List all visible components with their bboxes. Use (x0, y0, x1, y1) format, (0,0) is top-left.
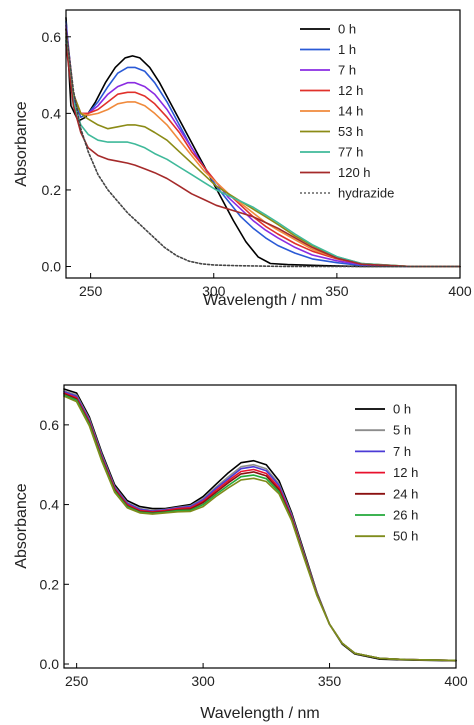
top-x-tick-label: 400 (448, 283, 472, 299)
bottom-legend-label-2: 7 h (393, 444, 411, 459)
top-legend-label-1: 1 h (338, 42, 356, 57)
top-series-8 (65, 28, 461, 268)
top-x-tick-label: 300 (202, 283, 226, 299)
top-legend-label-3: 12 h (338, 83, 363, 98)
top-legend-label-0: 0 h (338, 22, 356, 37)
bottom-ticks: 250 300 350 400 0.0 0.2 0.4 0.6 (40, 417, 468, 689)
top-x-tick-label: 350 (325, 283, 349, 299)
bottom-series-6 (63, 395, 457, 662)
top-legend-label-2: 7 h (338, 63, 356, 78)
bottom-x-tick-label: 300 (191, 673, 215, 689)
bottom-legend-label-0: 0 h (393, 402, 411, 417)
top-legend-label-4: 14 h (338, 104, 363, 119)
top-legend: 0 h 1 h 7 h 12 h 14 h 53 h 77 h 120 h hydrazide (300, 22, 394, 201)
bottom-legend-label-1: 5 h (393, 423, 411, 438)
top-series-5 (65, 36, 461, 268)
bottom-legend-label-4: 24 h (393, 486, 418, 501)
top-y-tick-label: 0.4 (42, 105, 62, 121)
bottom-y-tick-label: 0.0 (40, 656, 60, 672)
top-series-7 (65, 43, 461, 268)
top-legend-label-8: hydrazide (338, 186, 394, 201)
top-y-axis-title: Absorbance (13, 101, 30, 186)
top-series-0 (65, 16, 461, 268)
bottom-y-tick-label: 0.4 (40, 497, 60, 513)
bottom-chart: 250 300 350 400 0.0 0.2 0.4 0.6 Absorbance Wave… (13, 384, 468, 722)
top-series-4 (65, 32, 461, 268)
bottom-legend-label-3: 12 h (393, 465, 418, 480)
bottom-y-tick-label: 0.2 (40, 576, 60, 592)
bottom-y-axis-title: Absorbance (13, 483, 30, 568)
top-legend-label-5: 53 h (338, 124, 363, 139)
top-series-3 (65, 28, 461, 268)
top-series-layer (65, 16, 461, 268)
top-plot-frame (65, 9, 461, 279)
bottom-legend: 0 h 5 h 7 h 12 h 24 h 26 h 50 h (355, 402, 418, 544)
top-series-6 (65, 39, 461, 268)
top-y-tick-label: 0.6 (42, 29, 62, 45)
bottom-legend-label-6: 50 h (393, 529, 418, 544)
bottom-plot-frame (63, 384, 457, 669)
top-legend-label-6: 77 h (338, 145, 363, 160)
bottom-x-tick-label: 350 (318, 673, 342, 689)
top-series-2 (65, 24, 461, 268)
bottom-x-tick-label: 250 (65, 673, 89, 689)
bottom-x-tick-label: 400 (444, 673, 468, 689)
bottom-legend-label-5: 26 h (393, 508, 418, 523)
top-chart: 250 300 350 400 0.0 0.2 0.4 0.6 Absorbance Wave… (13, 9, 472, 309)
top-x-tick-label: 250 (79, 283, 103, 299)
top-legend-label-7: 120 h (338, 165, 371, 180)
bottom-x-axis-title: Wavelength / nm (200, 705, 319, 722)
bottom-y-tick-label: 0.6 (40, 417, 60, 433)
bottom-series-layer (63, 388, 457, 662)
top-ticks: 250 300 350 400 0.0 0.2 0.4 0.6 (42, 29, 472, 299)
top-y-tick-label: 0.2 (42, 182, 62, 198)
top-y-tick-label: 0.0 (42, 259, 62, 275)
top-x-axis-title: Wavelength / nm (203, 292, 322, 309)
